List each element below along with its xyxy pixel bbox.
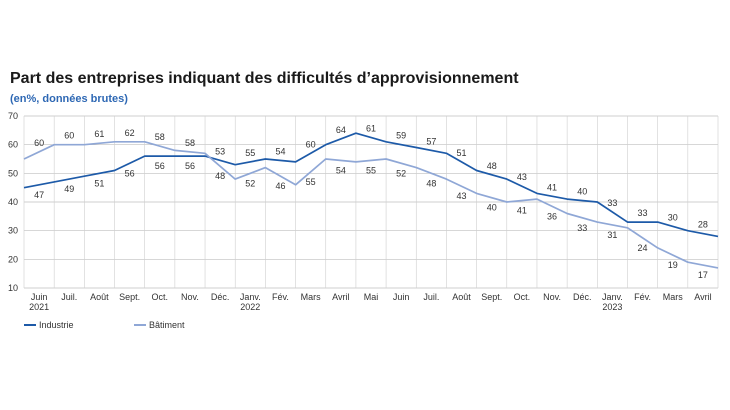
x-tick-label: Oct. — [152, 292, 169, 302]
data-label: 58 — [185, 138, 195, 148]
data-label: 17 — [698, 270, 708, 280]
x-tick-label: Fév. — [634, 292, 651, 302]
y-axis: 10 20 30 40 50 60 70 — [8, 111, 18, 293]
data-label: 61 — [94, 129, 104, 139]
data-label: 54 — [275, 146, 285, 156]
x-tick-label: Juin — [393, 292, 410, 302]
data-label: 24 — [638, 243, 648, 253]
data-label: 33 — [638, 208, 648, 218]
x-tick-label: Fév. — [272, 292, 289, 302]
data-label: 55 — [245, 148, 255, 158]
y-tick-label: 10 — [8, 283, 18, 293]
data-label: 41 — [517, 206, 527, 216]
data-label: 19 — [668, 260, 678, 270]
data-label: 64 — [336, 125, 346, 135]
chart-title: Part des entreprises indiquant des diffi… — [10, 70, 519, 87]
data-label: 52 — [396, 168, 406, 178]
series-line-bâtiment — [23, 140, 719, 269]
x-tick-label: 2023 — [602, 302, 622, 312]
x-tick-label: 2021 — [29, 302, 49, 312]
x-tick-label: Janv. — [602, 292, 623, 302]
x-tick-label: Août — [452, 292, 471, 302]
data-label: 41 — [547, 182, 557, 192]
data-label: 47 — [34, 190, 44, 200]
legend: Industrie Bâtiment — [24, 320, 185, 330]
data-labels: 47 49 51 56 56 56 53 55 54 60 64 61 59 57 51 48 43 41 40 33… — [34, 124, 708, 281]
x-tick-label: Juin — [31, 292, 48, 302]
x-tick-label: Nov. — [543, 292, 561, 302]
x-tick-label: Déc. — [211, 292, 230, 302]
data-label: 61 — [366, 124, 376, 134]
data-label: 57 — [426, 136, 436, 146]
data-label: 46 — [275, 181, 285, 191]
x-tick-label: Oct. — [514, 292, 531, 302]
y-tick-label: 20 — [8, 254, 18, 264]
data-label: 52 — [245, 178, 255, 188]
data-label: 60 — [34, 138, 44, 148]
data-label: 43 — [517, 172, 527, 182]
data-label: 51 — [94, 178, 104, 188]
x-tick-label: Déc. — [573, 292, 592, 302]
data-label: 58 — [155, 132, 165, 142]
x-tick-label: Mars — [301, 292, 321, 302]
data-label: 56 — [125, 168, 135, 178]
data-label: 56 — [185, 161, 195, 171]
x-tick-label: Juil. — [423, 292, 439, 302]
x-tick-label: Juil. — [61, 292, 77, 302]
data-label: 59 — [396, 131, 406, 141]
data-label: 48 — [215, 171, 225, 181]
data-label: 60 — [64, 131, 74, 141]
legend-label: Industrie — [39, 320, 74, 330]
x-tick-label: Sept. — [119, 292, 140, 302]
data-label: 28 — [698, 220, 708, 230]
x-tick-label: Sept. — [481, 292, 502, 302]
chart-subtitle: (en%, données brutes) — [10, 93, 128, 105]
x-tick-label: Mai — [364, 292, 379, 302]
x-tick-label: Avril — [694, 292, 711, 302]
data-label: 33 — [577, 223, 587, 233]
data-label: 62 — [125, 128, 135, 138]
x-tick-label: Avril — [332, 292, 349, 302]
series-lines — [23, 132, 719, 269]
data-label: 53 — [215, 146, 225, 156]
legend-label: Bâtiment — [149, 320, 185, 330]
y-tick-label: 30 — [8, 226, 18, 236]
data-label: 31 — [607, 230, 617, 240]
x-tick-label: Août — [90, 292, 109, 302]
y-tick-label: 60 — [8, 140, 18, 150]
x-tick-label: Nov. — [181, 292, 199, 302]
series-line-industrie — [23, 132, 719, 238]
x-tick-label: 2022 — [240, 302, 260, 312]
data-label: 40 — [487, 203, 497, 213]
data-label: 55 — [366, 165, 376, 175]
data-label: 40 — [577, 187, 587, 197]
data-label: 43 — [457, 191, 467, 201]
y-tick-label: 70 — [8, 111, 18, 121]
data-label: 49 — [64, 184, 74, 194]
y-tick-label: 40 — [8, 197, 18, 207]
data-label: 56 — [155, 161, 165, 171]
data-label: 48 — [426, 178, 436, 188]
x-tick-label: Janv. — [240, 292, 261, 302]
data-label: 48 — [487, 161, 497, 171]
data-label: 60 — [306, 139, 316, 149]
x-tick-label: Mars — [663, 292, 683, 302]
data-label: 54 — [336, 165, 346, 175]
data-label: 51 — [457, 148, 467, 158]
y-tick-label: 50 — [8, 168, 18, 178]
data-label: 36 — [547, 211, 557, 221]
data-label: 55 — [306, 177, 316, 187]
data-label: 33 — [607, 198, 617, 208]
data-label: 30 — [668, 212, 678, 222]
